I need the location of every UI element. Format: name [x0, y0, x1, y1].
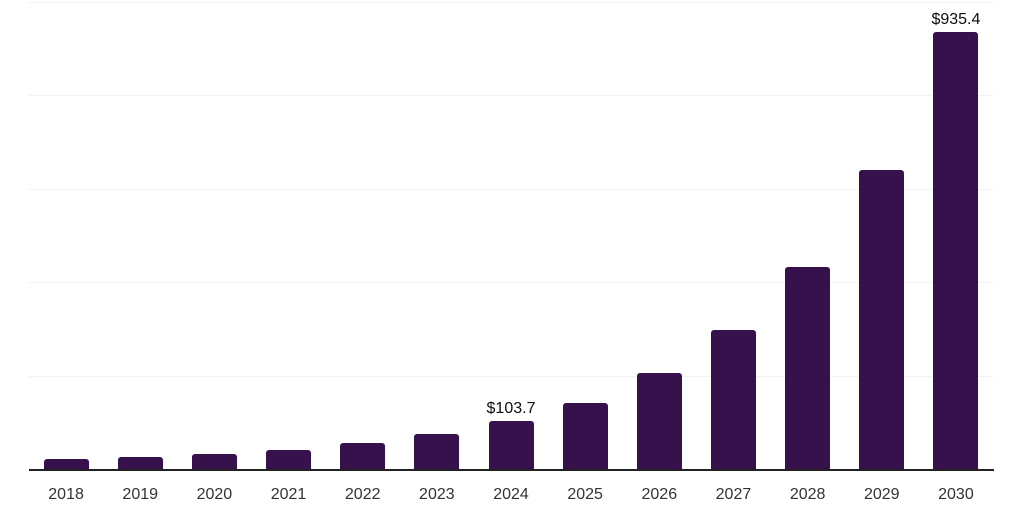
x-tick-label-2030: 2030 — [938, 486, 974, 503]
bar-2025 — [562, 402, 608, 470]
gridline-200 — [29, 375, 993, 377]
x-tick-label-2021: 2021 — [270, 486, 307, 503]
x-tick-label-2019: 2019 — [122, 486, 159, 503]
bar-2022 — [340, 443, 386, 470]
gridline-800 — [29, 95, 993, 97]
bar-2030 — [933, 32, 979, 470]
x-axis-line — [29, 469, 994, 471]
x-tick-label-2028: 2028 — [789, 486, 826, 503]
bar-2024 — [488, 421, 534, 470]
x-tick-label-2026: 2026 — [641, 486, 678, 503]
bar-2020 — [191, 454, 237, 470]
x-tick-label-2023: 2023 — [419, 486, 455, 503]
bar-2026 — [636, 372, 682, 470]
x-tick-label-2018: 2018 — [48, 486, 84, 503]
x-tick-label-2029: 2029 — [863, 486, 900, 503]
x-tick-label-2020: 2020 — [196, 486, 233, 503]
x-tick-label-2024: 2024 — [493, 486, 529, 503]
bar-2029 — [859, 170, 905, 470]
gridline-1000 — [29, 1, 993, 3]
data-label-2024: $103.7 — [486, 400, 536, 418]
bar-2028 — [785, 267, 831, 470]
x-tick-label-2025: 2025 — [567, 486, 603, 503]
bar-2027 — [710, 330, 756, 470]
data-label-2030: $935.4 — [931, 11, 981, 29]
bar-2023 — [414, 434, 460, 470]
gridline-600 — [29, 188, 993, 190]
gridline-400 — [29, 282, 993, 284]
x-tick-label-2027: 2027 — [715, 486, 752, 503]
bar-2021 — [266, 449, 312, 470]
bar-2019 — [117, 457, 163, 470]
bar-2018 — [43, 458, 89, 470]
x-tick-label-2022: 2022 — [344, 486, 381, 503]
